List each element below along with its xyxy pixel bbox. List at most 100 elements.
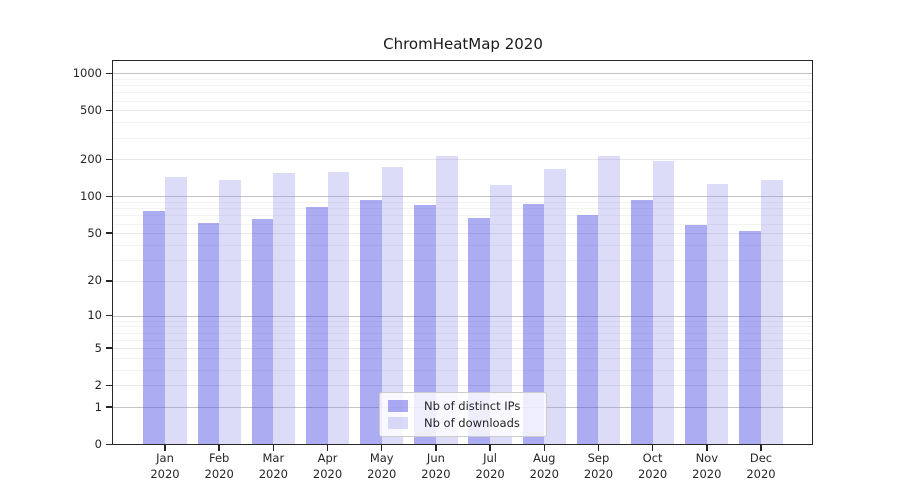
gridline-y-600 <box>113 100 812 102</box>
y-tick-100 <box>105 195 113 198</box>
y-tick-label-5: 5 <box>94 340 102 355</box>
x-tick-label-sep: Sep 2020 <box>566 450 630 482</box>
gridline-y-2 <box>113 385 812 387</box>
gridline-y-60 <box>113 223 812 225</box>
y-tick-200 <box>105 158 113 161</box>
gridline-y-50 <box>113 233 812 235</box>
x-tick-label-dec: Dec 2020 <box>729 450 793 482</box>
legend-item-distinct-ips: Nb of distinct IPs <box>388 398 538 414</box>
x-label-month: Aug <box>533 451 556 465</box>
y-tick-label-20: 20 <box>87 273 102 288</box>
bar-distinct-ips-apr <box>305 206 328 444</box>
chart-title: ChromHeatMap 2020 <box>383 35 543 53</box>
x-label-year: 2020 <box>583 467 614 481</box>
bar-downloads-jul <box>490 184 512 444</box>
x-tick-label-may: May 2020 <box>350 450 414 482</box>
y-tick-label-100: 100 <box>80 188 102 203</box>
gridline-y-4 <box>113 357 812 359</box>
x-label-year: 2020 <box>637 467 668 481</box>
y-tick-label-50: 50 <box>87 225 102 240</box>
legend-swatch-distinct-ips-icon <box>388 400 408 413</box>
gridline-y-9 <box>113 320 812 322</box>
x-label-month: Jan <box>156 451 174 465</box>
x-tick-sep <box>597 445 600 451</box>
legend-label-distinct-ips: Nb of distinct IPs <box>424 399 521 414</box>
x-label-year: 2020 <box>692 467 722 481</box>
x-tick-label-feb: Feb 2020 <box>187 450 251 482</box>
gridline-y-700 <box>113 92 812 94</box>
bar-downloads-jan <box>165 177 187 444</box>
legend-item-downloads: Nb of downloads <box>388 415 538 431</box>
bar-downloads-sep <box>598 155 621 444</box>
y-tick-label-2: 2 <box>94 377 102 392</box>
gridline-y-6 <box>113 339 812 341</box>
y-tick-1 <box>105 406 113 408</box>
gridline-y-300 <box>113 137 812 139</box>
y-tick-label-200: 200 <box>80 151 102 166</box>
x-label-month: Apr <box>317 451 338 465</box>
x-label-year: 2020 <box>150 467 180 481</box>
x-label-month: Jun <box>426 451 445 465</box>
x-tick-label-oct: Oct 2020 <box>621 450 685 482</box>
x-tick-may <box>380 445 383 451</box>
x-label-month: Feb <box>208 451 230 465</box>
gridline-y-40 <box>113 244 812 246</box>
x-label-year: 2020 <box>367 467 397 481</box>
x-label-month: Jul <box>483 451 498 465</box>
x-label-year: 2020 <box>475 467 505 481</box>
gridline-y-70 <box>113 215 812 217</box>
y-tick-label-1: 1 <box>94 399 102 414</box>
x-tick-label-jun: Jun 2020 <box>404 450 468 482</box>
x-tick-label-jan: Jan 2020 <box>133 450 197 482</box>
bar-downloads-mar <box>273 173 295 444</box>
bar-distinct-ips-nov <box>685 225 707 444</box>
y-tick-label-500: 500 <box>80 102 102 117</box>
gridline-y-10 <box>113 315 812 317</box>
y-tick-label-10: 10 <box>87 308 102 323</box>
x-tick-mar <box>272 445 275 451</box>
x-label-month: Oct <box>642 451 663 465</box>
bar-distinct-ips-aug <box>522 203 545 444</box>
legend-swatch-downloads-icon <box>388 416 408 429</box>
y-tick-50 <box>105 232 113 234</box>
x-tick-nov <box>706 445 708 451</box>
y-tick-2 <box>105 384 113 387</box>
gridline-y-200 <box>113 159 812 161</box>
x-label-year: 2020 <box>421 467 451 481</box>
gridline-y-5 <box>113 348 812 350</box>
gridline-y-800 <box>113 85 812 87</box>
x-tick-label-aug: Aug 2020 <box>512 450 576 482</box>
gridline-y-8 <box>113 326 812 328</box>
gridline-y-30 <box>113 259 812 261</box>
bar-downloads-dec <box>760 180 783 444</box>
legend-label-downloads: Nb of downloads <box>424 415 520 430</box>
bar-distinct-ips-mar <box>251 219 274 444</box>
gridline-y-20 <box>113 280 812 282</box>
x-label-month: May <box>369 451 394 465</box>
x-tick-label-apr: Apr 2020 <box>296 450 360 482</box>
x-tick-jul <box>489 445 491 451</box>
bar-distinct-ips-jun <box>414 205 436 444</box>
bar-downloads-jun <box>435 155 458 444</box>
legend: Nb of distinct IPs Nb of downloads <box>379 392 547 437</box>
bar-distinct-ips-dec <box>739 231 761 444</box>
bar-downloads-nov <box>706 184 729 444</box>
bar-distinct-ips-oct <box>631 200 653 444</box>
bar-distinct-ips-feb <box>197 222 220 444</box>
bar-downloads-feb <box>219 180 241 444</box>
x-label-month: Mar <box>262 451 285 465</box>
y-tick-1000 <box>105 72 113 75</box>
x-label-year: 2020 <box>746 467 776 481</box>
y-tick-500 <box>105 109 113 112</box>
x-label-year: 2020 <box>312 467 343 481</box>
gridline-y-900 <box>113 78 812 80</box>
x-label-month: Sep <box>587 451 610 465</box>
x-tick-dec <box>760 445 762 451</box>
x-tick-label-nov: Nov 2020 <box>675 450 739 482</box>
gridline-y-7 <box>113 332 812 334</box>
x-tick-oct <box>651 445 654 451</box>
gridline-y-3 <box>113 369 812 371</box>
y-tick-label-1000: 1000 <box>72 65 102 80</box>
bar-downloads-may <box>381 166 404 444</box>
bar-downloads-aug <box>544 169 566 444</box>
